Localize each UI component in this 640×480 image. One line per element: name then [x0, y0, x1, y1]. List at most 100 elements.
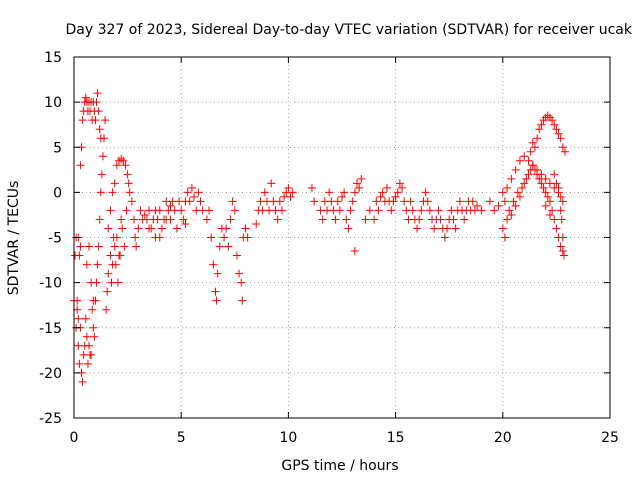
data-point [342, 215, 351, 224]
data-point [127, 197, 136, 206]
data-point [78, 116, 87, 125]
data-point [230, 206, 239, 215]
data-point [554, 129, 563, 138]
y-tick-label: -25 [39, 411, 62, 427]
data-point [94, 242, 103, 251]
data-point [346, 206, 355, 215]
x-tick-label: 15 [387, 430, 405, 446]
data-point [101, 116, 110, 125]
data-point [260, 188, 269, 197]
data-point [205, 206, 214, 215]
data-point [134, 224, 143, 233]
data-point [520, 152, 529, 161]
data-point [533, 134, 542, 143]
data-point [88, 305, 97, 314]
y-tick-label: -15 [39, 321, 62, 337]
data-point [503, 183, 512, 192]
data-point [73, 296, 82, 305]
data-point [102, 305, 111, 314]
data-point [267, 179, 276, 188]
data-point [94, 107, 103, 116]
data-point [211, 287, 220, 296]
data-point [440, 233, 449, 242]
y-axis-label: SDTVAR / TECUs [6, 181, 22, 296]
data-point [119, 156, 128, 165]
data-point [91, 116, 100, 125]
data-point [112, 161, 121, 170]
data-point [83, 359, 92, 368]
data-point [310, 197, 319, 206]
data-point [559, 251, 568, 260]
data-point [507, 210, 516, 219]
data-point [408, 206, 417, 215]
data-point [123, 170, 132, 179]
data-point [116, 251, 125, 260]
data-point [202, 215, 211, 224]
data-point [357, 174, 366, 183]
data-point [389, 197, 398, 206]
data-point [545, 210, 554, 219]
data-point [241, 224, 250, 233]
data-point [477, 206, 486, 215]
data-point [372, 197, 381, 206]
data-point [537, 120, 546, 129]
y-tick-label: -20 [39, 366, 62, 382]
data-point [187, 183, 196, 192]
data-point [494, 201, 503, 210]
tick-labels: 0 5 10 15 20 25 -25 -20 -15 -10 -5 0 5 10 15 [39, 50, 619, 446]
data-point [391, 192, 400, 201]
data-point [455, 197, 464, 206]
data-point [252, 219, 261, 228]
data-point [395, 179, 404, 188]
data-point [237, 278, 246, 287]
data-point [423, 197, 432, 206]
data-points [70, 89, 569, 386]
data-point [556, 192, 565, 201]
chart-title: Day 327 of 2023, Sidereal Day-to-day VTE… [66, 22, 633, 38]
data-point [378, 188, 387, 197]
data-point [524, 170, 533, 179]
data-point [235, 269, 244, 278]
data-point [81, 93, 90, 102]
data-point [541, 201, 550, 210]
data-point [103, 287, 112, 296]
data-point [120, 242, 129, 251]
data-point [498, 188, 507, 197]
data-point [513, 188, 522, 197]
data-point [398, 183, 407, 192]
data-point [350, 188, 359, 197]
data-point [108, 188, 117, 197]
data-point [511, 201, 520, 210]
data-point [110, 179, 119, 188]
data-point [82, 260, 91, 269]
data-point [511, 165, 520, 174]
data-point [509, 197, 518, 206]
data-point [194, 188, 203, 197]
data-point [415, 215, 424, 224]
data-point [96, 134, 105, 143]
data-point [350, 247, 359, 256]
data-point [522, 174, 531, 183]
data-point [505, 206, 514, 215]
data-point [162, 215, 171, 224]
x-tick-label: 20 [494, 430, 512, 446]
data-point [515, 192, 524, 201]
data-point [89, 296, 98, 305]
data-point [425, 206, 434, 215]
data-point [537, 170, 546, 179]
data-point [213, 269, 222, 278]
data-point [220, 233, 229, 242]
data-point [209, 260, 218, 269]
data-point [212, 296, 221, 305]
data-point [556, 242, 565, 251]
data-point [118, 224, 127, 233]
data-point [232, 251, 241, 260]
data-point [222, 224, 231, 233]
data-point [318, 215, 327, 224]
data-point [558, 143, 567, 152]
data-point [498, 224, 507, 233]
data-point [87, 278, 96, 287]
data-point [473, 201, 482, 210]
x-tick-label: 10 [279, 430, 297, 446]
